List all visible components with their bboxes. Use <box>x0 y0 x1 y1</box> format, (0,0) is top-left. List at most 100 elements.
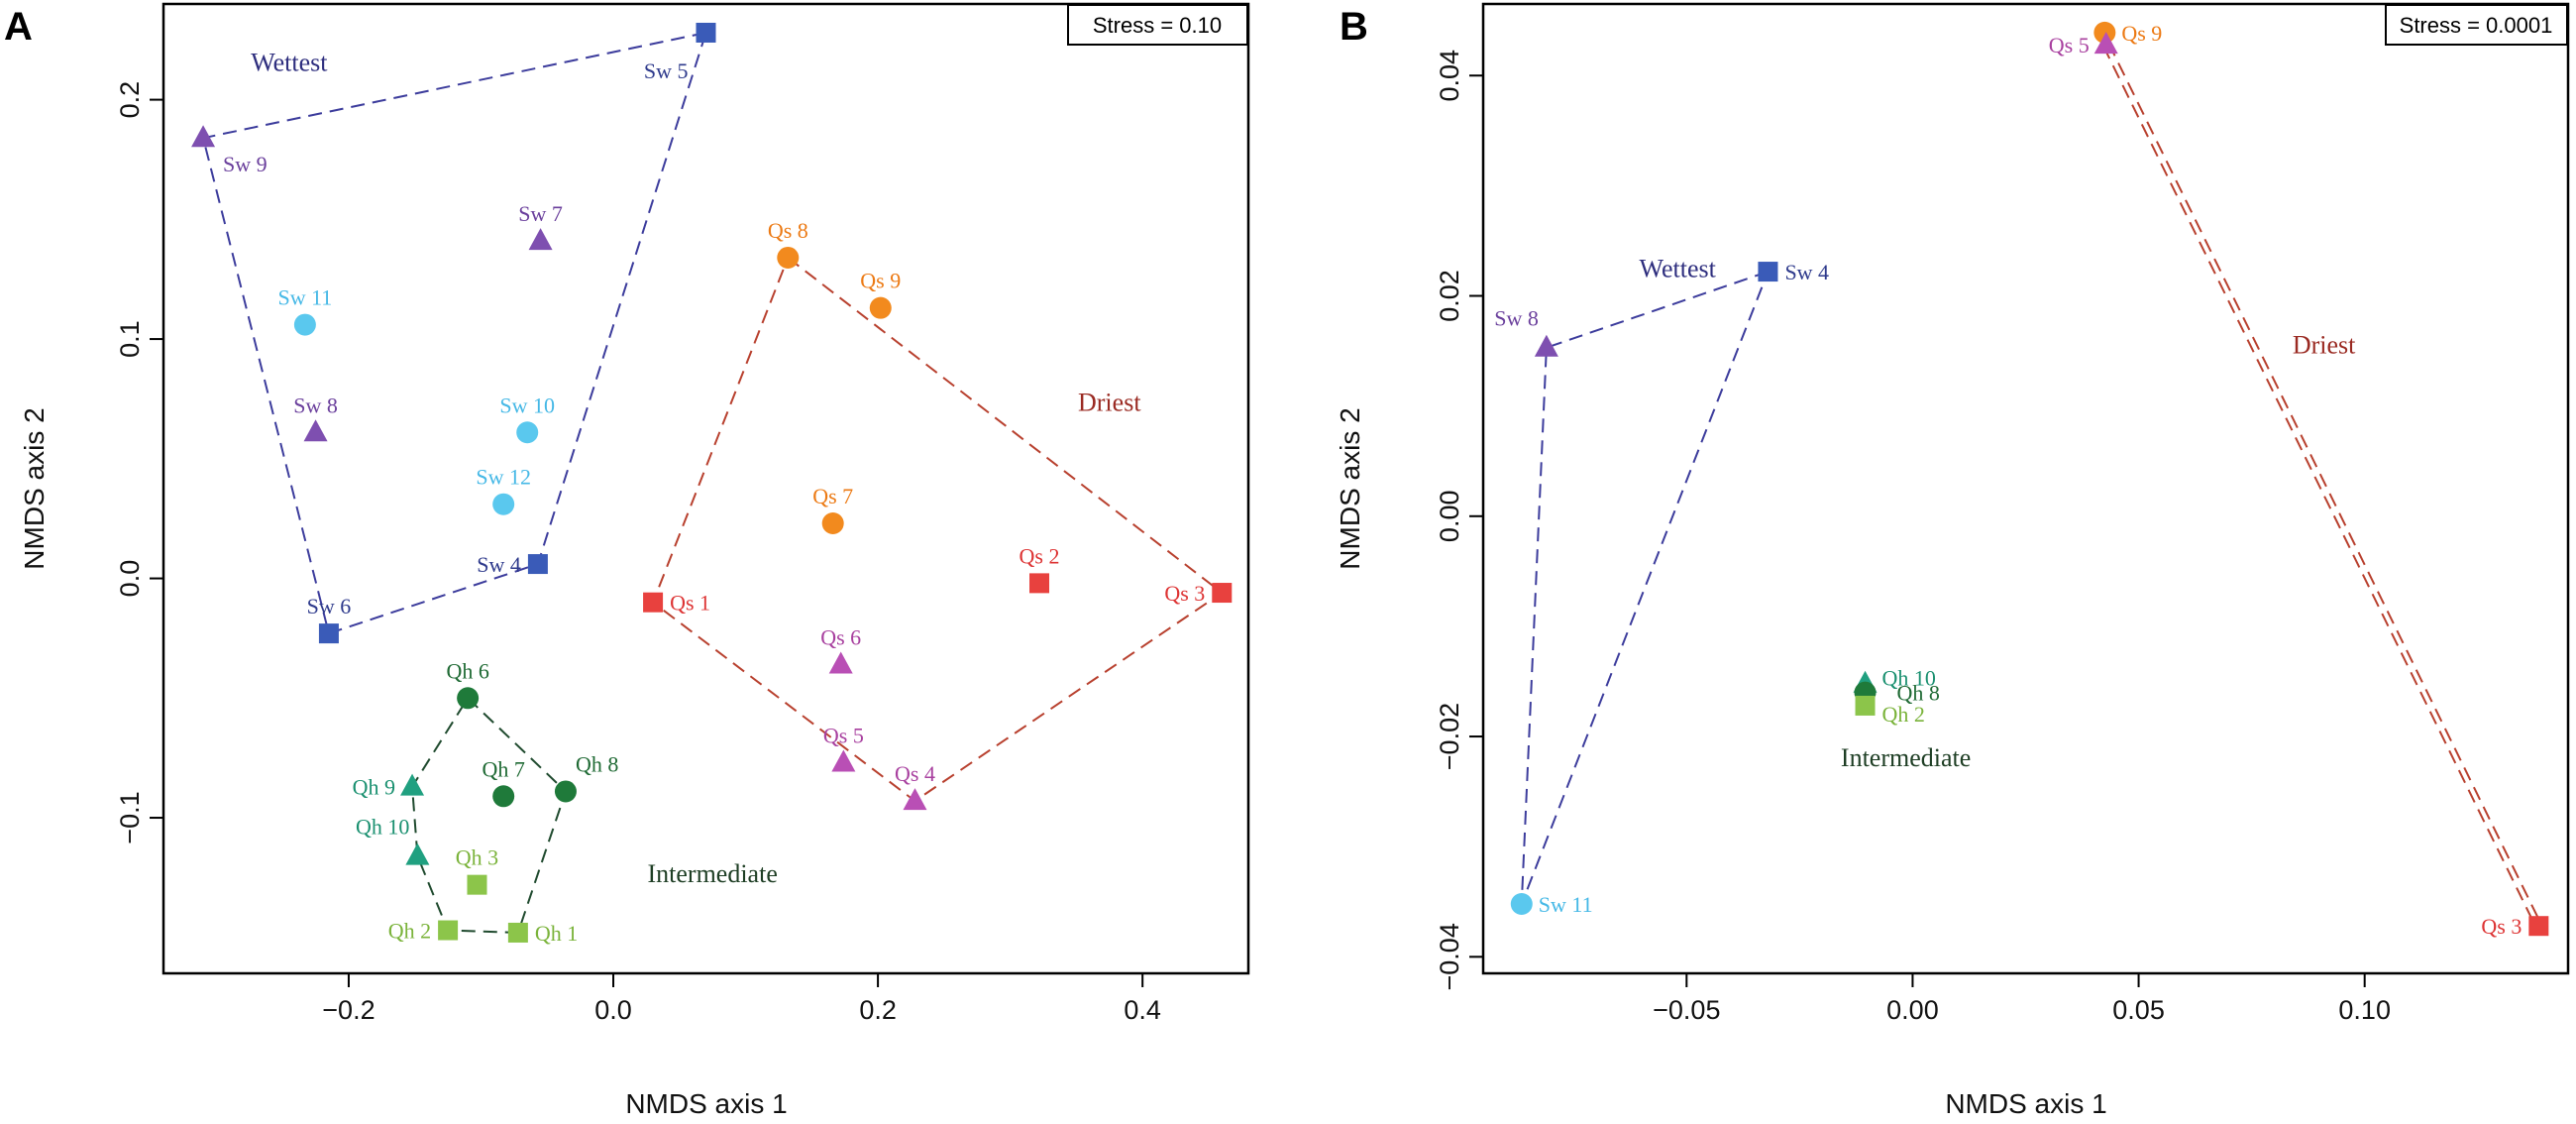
x-axis-label-a: NMDS axis 1 <box>625 1088 787 1119</box>
point-sw-11 <box>293 313 316 336</box>
hull-a-2 <box>411 696 568 934</box>
x-axis-label-b: NMDS axis 1 <box>1945 1088 2106 1119</box>
point-label-qh-10: Qh 10 <box>356 815 409 840</box>
point-qh-3 <box>467 874 487 895</box>
point-qh-6 <box>457 687 480 710</box>
point-label-qs-5: Qs 5 <box>823 723 864 747</box>
point-label-qh-8: Qh 8 <box>576 751 618 776</box>
point-qh-2 <box>1855 695 1876 716</box>
point-label-sw-7: Sw 7 <box>518 201 563 226</box>
point-qh-7 <box>492 785 515 808</box>
y-tick-label-b: 0.02 <box>1435 270 1464 322</box>
hull-b-1 <box>2102 46 2537 928</box>
hull-b-0 <box>1520 270 1771 905</box>
point-label-qh-10: Qh 10 <box>1882 666 1936 691</box>
group-label-wettest: Wettest <box>251 49 328 77</box>
y-tick-label-a: −0.1 <box>115 791 145 843</box>
point-sw-4 <box>527 554 548 575</box>
point-label-qs-9: Qs 9 <box>860 269 901 293</box>
group-label-driest: Driest <box>1078 389 1141 417</box>
point-label-sw-10: Sw 10 <box>499 393 555 417</box>
point-qs-9 <box>869 296 892 319</box>
point-qs-3 <box>2528 916 2549 937</box>
plot-frame-a <box>161 2 1250 975</box>
point-label-sw-11: Sw 11 <box>277 285 332 310</box>
point-qh-1 <box>507 922 528 943</box>
x-tick-label-a: 0.2 <box>859 995 897 1025</box>
axis-ticks-b: −0.05 0.00 0.05 0.10 −0.04 −0.02 0.00 0.02 0.04 <box>1435 50 2391 1025</box>
point-label-qs-9: Qs 9 <box>2121 21 2162 46</box>
group-label-intermediate: Intermediate <box>1841 743 1971 772</box>
point-label-qs-8: Qs 8 <box>768 218 808 243</box>
point-qs-9 <box>2093 21 2116 44</box>
point-label-sw-9: Sw 9 <box>223 152 268 176</box>
point-qs-5 <box>831 749 856 772</box>
point-qh-8 <box>554 780 577 803</box>
point-label-qs-1: Qs 1 <box>670 591 710 616</box>
group-labels-a: Wettest Driest Intermediate <box>251 49 1141 889</box>
point-label-sw-8: Sw 8 <box>1494 306 1539 331</box>
y-tick-label-a: 0.0 <box>115 560 145 598</box>
axis-ticks-a: −0.2 0.0 0.2 0.4 −0.1 0.0 0.1 0.2 <box>115 81 1161 1025</box>
point-label-sw-6: Sw 6 <box>307 594 352 618</box>
y-tick-label-a: 0.1 <box>115 320 145 358</box>
point-qs-2 <box>1029 573 1050 594</box>
point-label-sw-8: Sw 8 <box>293 393 338 417</box>
point-label-sw-11: Sw 11 <box>1539 892 1593 917</box>
y-axis-label-b: NMDS axis 2 <box>1335 407 1365 569</box>
stress-box-b <box>2385 4 2568 46</box>
stress-box-a <box>1067 4 1248 46</box>
point-label-qh-1: Qh 1 <box>535 921 578 946</box>
x-tick-label-b: 0.00 <box>1886 995 1939 1025</box>
point-label-qh-7: Qh 7 <box>482 756 524 781</box>
point-label-qs-5: Qs 5 <box>2049 33 2090 57</box>
point-label-qs-4: Qs 4 <box>895 761 935 786</box>
point-qs-8 <box>777 246 800 269</box>
panel-letter-a: A <box>4 5 33 49</box>
point-label-sw-12: Sw 12 <box>476 465 531 490</box>
y-axis-label-a: NMDS axis 2 <box>19 407 50 569</box>
x-tick-label-b: 0.05 <box>2112 995 2165 1025</box>
point-label-qh-8: Qh 8 <box>1897 681 1940 706</box>
point-sw-8 <box>303 419 328 442</box>
point-label-qs-6: Qs 6 <box>820 624 861 649</box>
y-tick-label-b: −0.02 <box>1435 703 1464 770</box>
point-sw-5 <box>696 22 716 43</box>
x-tick-label-b: 0.10 <box>2338 995 2391 1025</box>
point-label-sw-4: Sw 4 <box>1784 260 1829 284</box>
group-labels-b: Wettest Driest Intermediate <box>1640 255 2357 772</box>
point-label-sw-4: Sw 4 <box>477 552 521 577</box>
point-label-qs-3: Qs 3 <box>1164 581 1205 606</box>
point-sw-10 <box>516 421 539 444</box>
y-tick-label-b: −0.04 <box>1435 923 1464 990</box>
point-label-qh-2: Qh 2 <box>1882 702 1925 727</box>
point-label-qh-3: Qh 3 <box>456 845 498 870</box>
group-label-driest: Driest <box>2293 330 2356 359</box>
point-qs-5 <box>2093 32 2118 55</box>
point-qs-4 <box>903 788 927 811</box>
point-label-qh-6: Qh 6 <box>446 658 488 683</box>
point-sw-7 <box>528 228 553 251</box>
point-label-qh-2: Qh 2 <box>388 919 431 944</box>
panel-letter-b: B <box>1340 5 1368 49</box>
point-label-qs-2: Qs 2 <box>1020 543 1060 568</box>
plot-frame-b <box>1481 2 2570 975</box>
hull-a-1 <box>651 256 1224 803</box>
panel-b: B Stress = 0.0001 Qs 9Qs 5Sw 4Sw 8Qh 10Q… <box>1335 2 2570 1119</box>
point-sw-12 <box>492 493 515 515</box>
y-tick-label-a: 0.2 <box>115 81 145 119</box>
point-qh-9 <box>400 773 425 796</box>
x-tick-label-a: 0.4 <box>1124 995 1161 1025</box>
x-tick-label-a: −0.2 <box>322 995 375 1025</box>
point-label-qh-9: Qh 9 <box>353 775 395 800</box>
group-label-intermediate: Intermediate <box>647 859 777 888</box>
points-a: Sw 5 Sw 9 Sw 7 Sw 11 Sw 8 Sw 10 Sw 12 Sw 4 Sw 6 Q… <box>191 22 1233 946</box>
point-qs-7 <box>821 512 844 535</box>
point-qs-3 <box>1212 583 1233 604</box>
point-label-qs-7: Qs 7 <box>812 484 853 508</box>
point-qs-6 <box>828 651 853 674</box>
point-label-qs-3: Qs 3 <box>2481 914 2522 939</box>
